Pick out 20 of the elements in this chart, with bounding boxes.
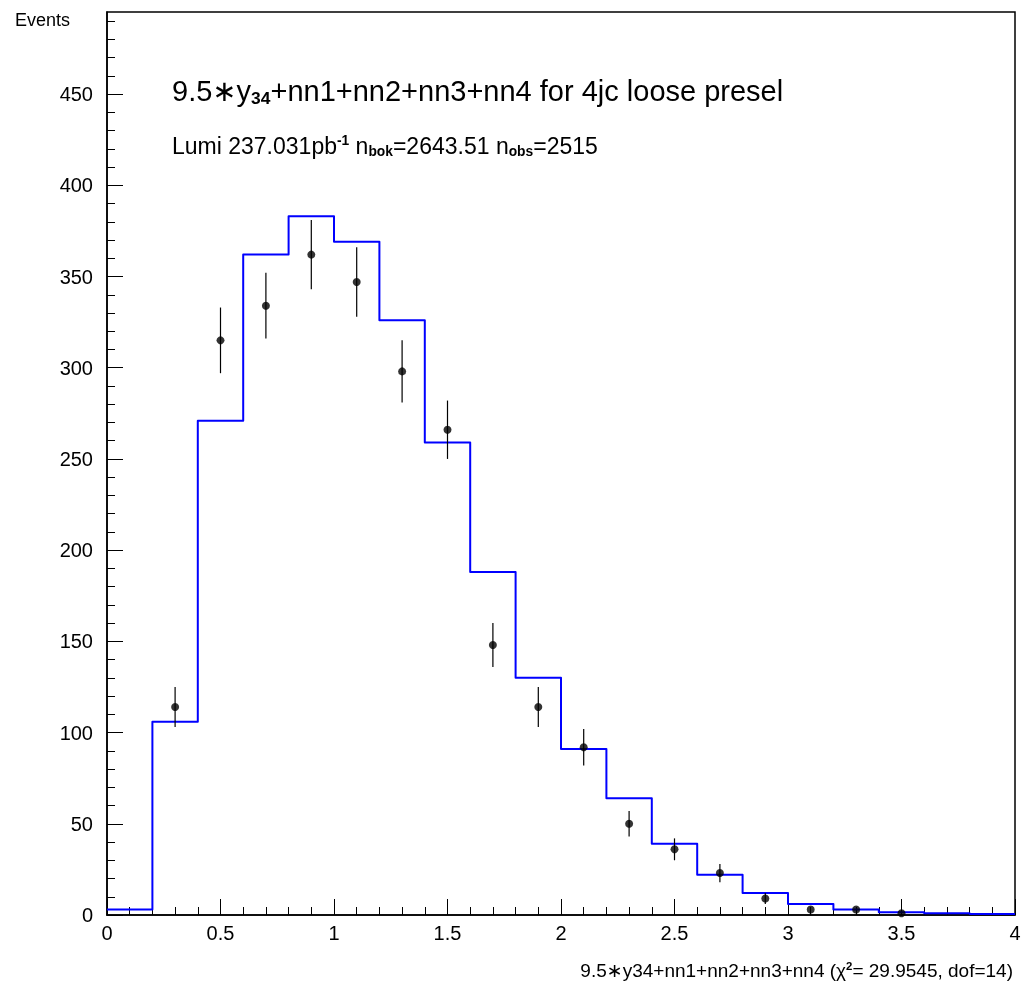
y-tick-label: 300 [59, 356, 93, 379]
x-tick-label: 0.5 [206, 922, 235, 944]
y-tick-label: 100 [59, 721, 93, 744]
y-tick-label: 350 [59, 265, 93, 288]
y-tick-label: 400 [59, 174, 93, 197]
x-tick-label: 3 [782, 922, 794, 944]
x-tick-label: 2.5 [660, 922, 689, 944]
x-tick-label: 4 [1009, 922, 1021, 944]
y-tick-label: 250 [59, 447, 93, 470]
x-tick-label: 0 [101, 922, 113, 944]
y-tick-label: 0 [81, 904, 93, 926]
y-tick-label: 150 [59, 630, 93, 653]
x-tick-label: 2 [555, 922, 567, 944]
y-tick-label: 50 [70, 812, 93, 835]
x-tick-label: 1.5 [433, 922, 462, 944]
x-tick-label: 1 [328, 922, 340, 944]
x-tick-label: 3.5 [887, 922, 916, 944]
y-axis-title: Events [15, 10, 71, 30]
y-tick-label: 450 [59, 83, 93, 106]
y-tick-label: 200 [59, 539, 93, 562]
